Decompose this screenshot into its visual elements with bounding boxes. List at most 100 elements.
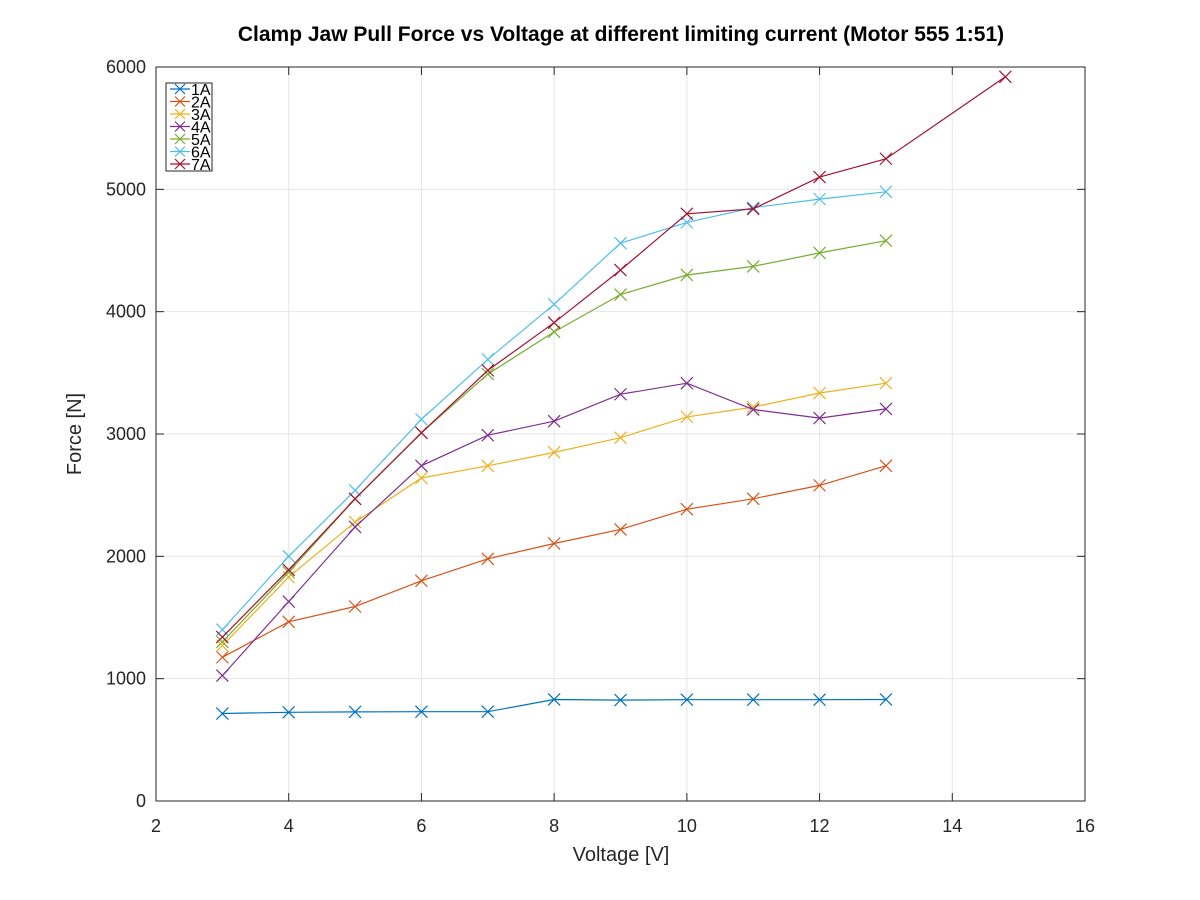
- data-point: [813, 693, 826, 707]
- data-point: [680, 376, 694, 390]
- x-tick-label: 2: [151, 816, 161, 836]
- data-point: [680, 268, 694, 282]
- data-point: [481, 363, 495, 377]
- legend-label-7a: 7A: [191, 157, 211, 174]
- data-point: [348, 600, 362, 613]
- data-point: [879, 185, 893, 199]
- data-point: [215, 707, 229, 720]
- data-point: [481, 352, 495, 366]
- data-point: [481, 428, 495, 442]
- data-point: [680, 410, 694, 424]
- data-point: [680, 502, 694, 516]
- data-point: [415, 574, 428, 588]
- data-point: [879, 152, 893, 166]
- legend-marker-2a: [174, 96, 186, 107]
- x-tick-label: 12: [810, 816, 830, 836]
- data-point: [215, 669, 229, 683]
- data-point: [614, 387, 627, 401]
- legend-label-5a: 5A: [191, 132, 211, 149]
- data-point: [680, 207, 694, 221]
- y-tick-label: 0: [136, 791, 146, 811]
- data-point: [813, 192, 826, 206]
- data-point: [998, 70, 1012, 84]
- y-tick-label: 2000: [106, 546, 146, 566]
- data-point: [746, 403, 760, 416]
- legend-marker-6a: [174, 146, 186, 157]
- data-point: [282, 565, 296, 579]
- series-line-7a: [221, 76, 1006, 638]
- data-point: [547, 414, 561, 428]
- data-point: [547, 693, 561, 706]
- data-point: [614, 693, 627, 707]
- data-point: [481, 552, 495, 566]
- legend-label-2a: 2A: [191, 95, 211, 112]
- series-7a: [215, 70, 1012, 644]
- data-point: [879, 693, 893, 706]
- axis-ticks: 2 4 6 8 10 12 14 16 0 1000 2000 3000 4000 5000 6000: [106, 57, 1095, 836]
- data-point: [547, 325, 561, 339]
- legend-label-1a: 1A: [191, 82, 211, 99]
- x-tick-label: 4: [284, 816, 294, 836]
- data-point: [813, 386, 826, 400]
- y-tick-label: 5000: [106, 179, 146, 199]
- data-point: [680, 693, 694, 707]
- data-point: [879, 459, 893, 473]
- x-tick-label: 16: [1075, 816, 1095, 836]
- y-tick-label: 3000: [106, 424, 146, 444]
- data-point: [614, 263, 627, 277]
- data-point: [415, 459, 428, 473]
- data-point: [614, 522, 627, 536]
- y-tick-label: 1000: [106, 669, 146, 689]
- data-point: [813, 246, 826, 260]
- data-point: [614, 288, 627, 301]
- y-tick-label: 4000: [106, 302, 146, 322]
- data-point: [746, 201, 760, 215]
- y-tick-label: 6000: [106, 57, 146, 77]
- data-point: [282, 595, 296, 609]
- data-point: [813, 170, 826, 184]
- legend-marker-1a: [174, 83, 186, 95]
- series-2a: [215, 459, 893, 664]
- data-point: [746, 259, 760, 273]
- x-tick-label: 8: [549, 816, 559, 836]
- data-point: [415, 412, 428, 426]
- data-point: [348, 492, 362, 506]
- data-point: [348, 520, 362, 534]
- data-point: [746, 202, 760, 216]
- data-point: [879, 376, 893, 390]
- data-point: [746, 693, 760, 707]
- data-point: [481, 367, 495, 381]
- series-3a: [215, 376, 893, 653]
- x-tick-label: 14: [942, 816, 962, 836]
- data-point: [415, 426, 428, 440]
- data-point: [614, 236, 627, 250]
- legend-marker-3a: [174, 108, 186, 120]
- data-point: [547, 445, 561, 459]
- data-point: [813, 411, 826, 425]
- data-point: [813, 478, 826, 492]
- data-point: [215, 650, 229, 664]
- x-tick-label: 10: [677, 816, 697, 836]
- data-point: [282, 563, 296, 577]
- series-group: [215, 70, 1012, 720]
- data-point: [348, 515, 362, 529]
- data-point: [547, 297, 561, 311]
- legend-label-6a: 6A: [191, 145, 211, 162]
- data-point: [547, 537, 561, 550]
- data-point: [879, 402, 893, 416]
- chart-title: Clamp Jaw Pull Force vs Voltage at diffe…: [238, 23, 1004, 46]
- series-4a: [215, 376, 893, 683]
- legend-marker-4a: [174, 121, 186, 132]
- data-point: [415, 705, 428, 719]
- x-tick-label: 6: [416, 816, 426, 836]
- data-point: [215, 630, 229, 644]
- data-point: [348, 705, 362, 719]
- data-point: [415, 471, 428, 485]
- legend-marker-7a: [174, 158, 186, 170]
- data-point: [282, 705, 296, 719]
- data-point: [481, 459, 495, 473]
- series-6a: [215, 185, 893, 637]
- data-point: [547, 316, 561, 330]
